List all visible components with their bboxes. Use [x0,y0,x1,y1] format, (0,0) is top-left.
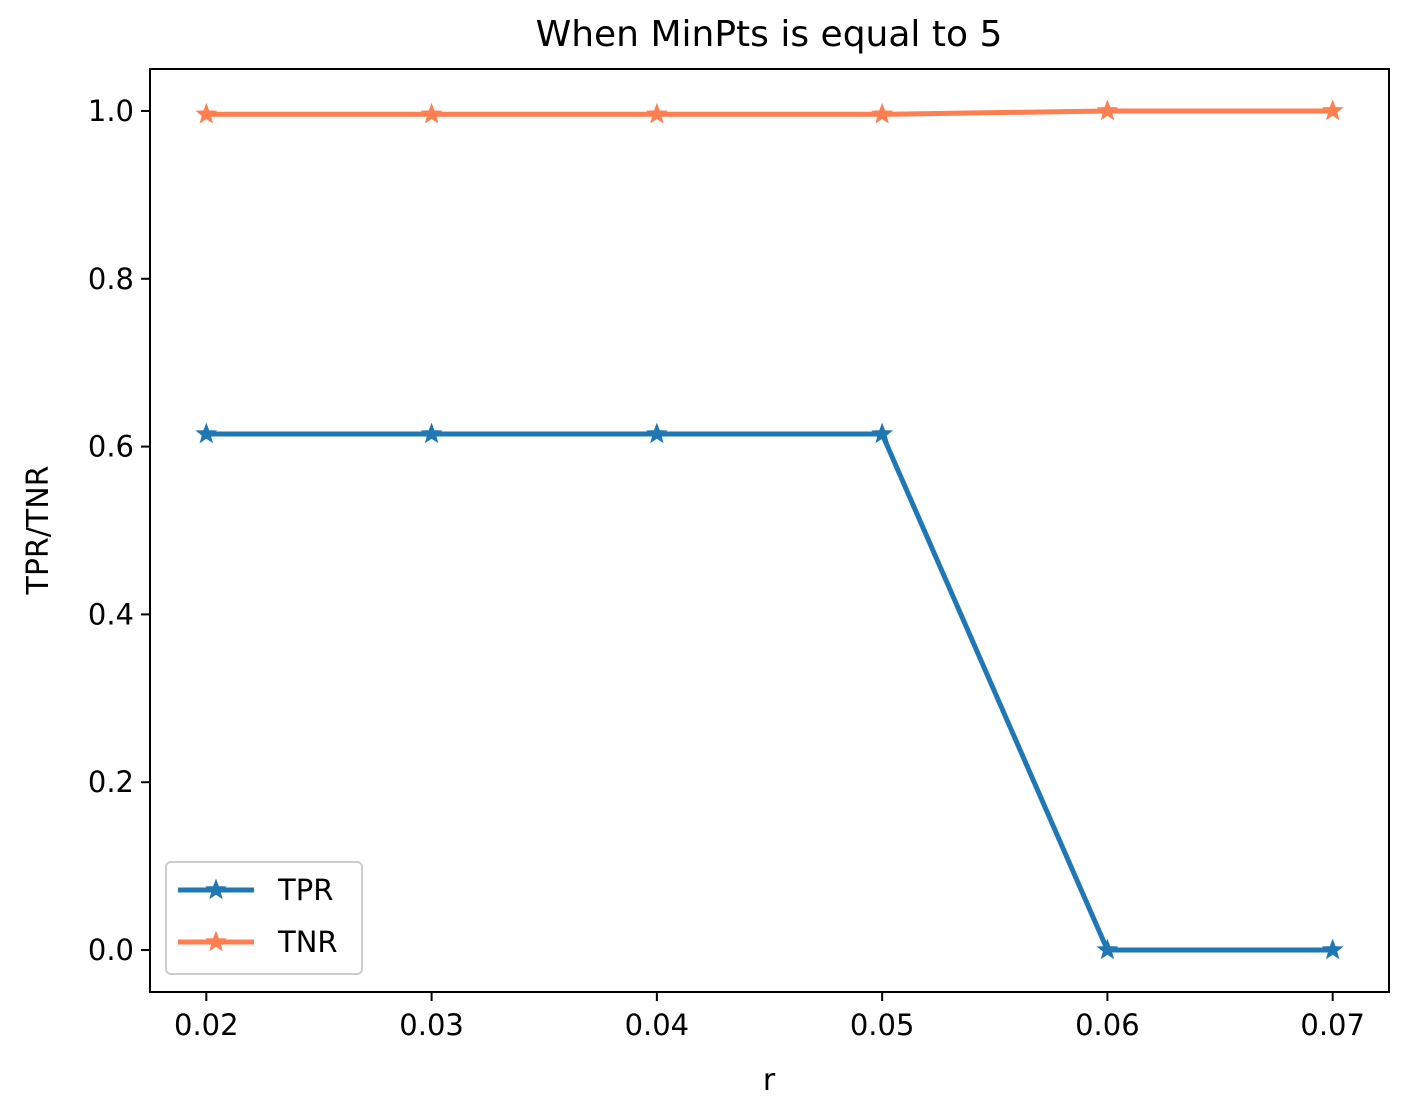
plot-frame [149,68,1390,993]
x-tick-label: 0.07 [1300,1008,1365,1042]
data-point-tnr [420,102,443,124]
y-tick-label: 0.8 [88,262,134,296]
data-point-tnr [1321,99,1344,121]
y-tick-label: 0.0 [88,933,134,967]
legend-items: TPR TNR [178,873,338,959]
data-point-tpr [420,422,443,444]
data-point-tpr [195,422,218,444]
data-point-tnr [195,102,218,124]
x-tick-label: 0.06 [1075,1008,1140,1042]
plot-background [150,69,1389,992]
data-point-tpr [1096,938,1119,960]
data-point-tpr [871,422,894,444]
x-axis: 0.02 0.03 0.04 0.05 0.06 0.07 [174,992,1365,1042]
x-tick-label: 0.05 [850,1008,915,1042]
data-point-tnr [871,102,894,124]
y-axis-label: TPR/TNR [21,466,56,596]
y-tick-label: 1.0 [88,94,134,128]
x-tick-label: 0.03 [399,1008,464,1042]
data-point-tnr [1096,99,1119,121]
series-line-tpr [206,431,1333,953]
series-line-tnr [206,108,1333,117]
chart-title: When MinPts is equal to 5 [536,14,1003,55]
data-point-tnr [645,102,668,124]
legend: TPR TNR [165,861,363,975]
legend-marker-tnr [205,930,227,952]
legend-marker-tpr [205,878,227,900]
x-tick-label: 0.04 [625,1008,690,1042]
legend-label-tnr: TNR [277,925,338,959]
x-axis-label: r [763,1063,776,1098]
data-point-tpr [1321,938,1344,960]
data-point-tpr [645,422,668,444]
y-tick-label: 0.6 [88,430,134,464]
x-tick-label: 0.02 [174,1008,239,1042]
y-tick-label: 0.4 [88,597,134,631]
y-tick-label: 0.2 [88,765,134,799]
y-axis: 0.0 0.2 0.4 0.6 0.8 1.0 [88,94,150,967]
legend-label-tpr: TPR [277,873,333,907]
series-layer [195,99,1344,960]
